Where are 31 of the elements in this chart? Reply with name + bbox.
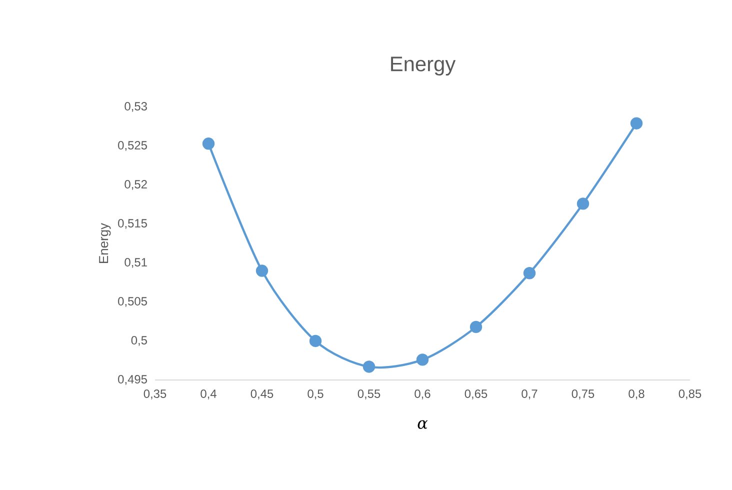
point [470,320,482,334]
x-tick-label: 0,55 [358,390,380,400]
point [362,360,376,373]
x-tick-label: 0,4 [200,390,216,400]
point [256,264,268,277]
y-tick-label: 0,495 [118,375,147,385]
x-tick-label: 0,5 [308,390,324,400]
x-tick-label: 0,7 [522,390,538,400]
point [416,354,429,366]
x-tick-label: 0,45 [250,390,274,400]
point [309,334,322,348]
y-tick-label: 0,5 [131,336,147,346]
point [202,138,215,150]
chart-title: Energy [391,56,456,76]
point [630,117,643,130]
x-tick-label: 0,65 [464,390,488,400]
y-tick-label: 0,51 [124,258,147,268]
y-tick-label: 0,52 [124,180,147,190]
x-tick-label: 0,35 [144,390,166,400]
x-tick-label: 0,85 [678,390,702,400]
y-axis-title: Energy [99,223,111,263]
x-axis-title: α [418,420,428,429]
point [576,198,590,210]
point [523,267,536,280]
y-tick-label: 0,505 [118,297,147,307]
x-tick-label: 0,6 [414,390,430,400]
y-tick-label: 0,525 [118,141,147,151]
x-tick-label: 0,75 [572,390,594,400]
y-tick-label: 0,53 [124,102,147,112]
y-tick-label: 0,515 [118,219,147,229]
x-tick-label: 0,8 [628,390,644,400]
